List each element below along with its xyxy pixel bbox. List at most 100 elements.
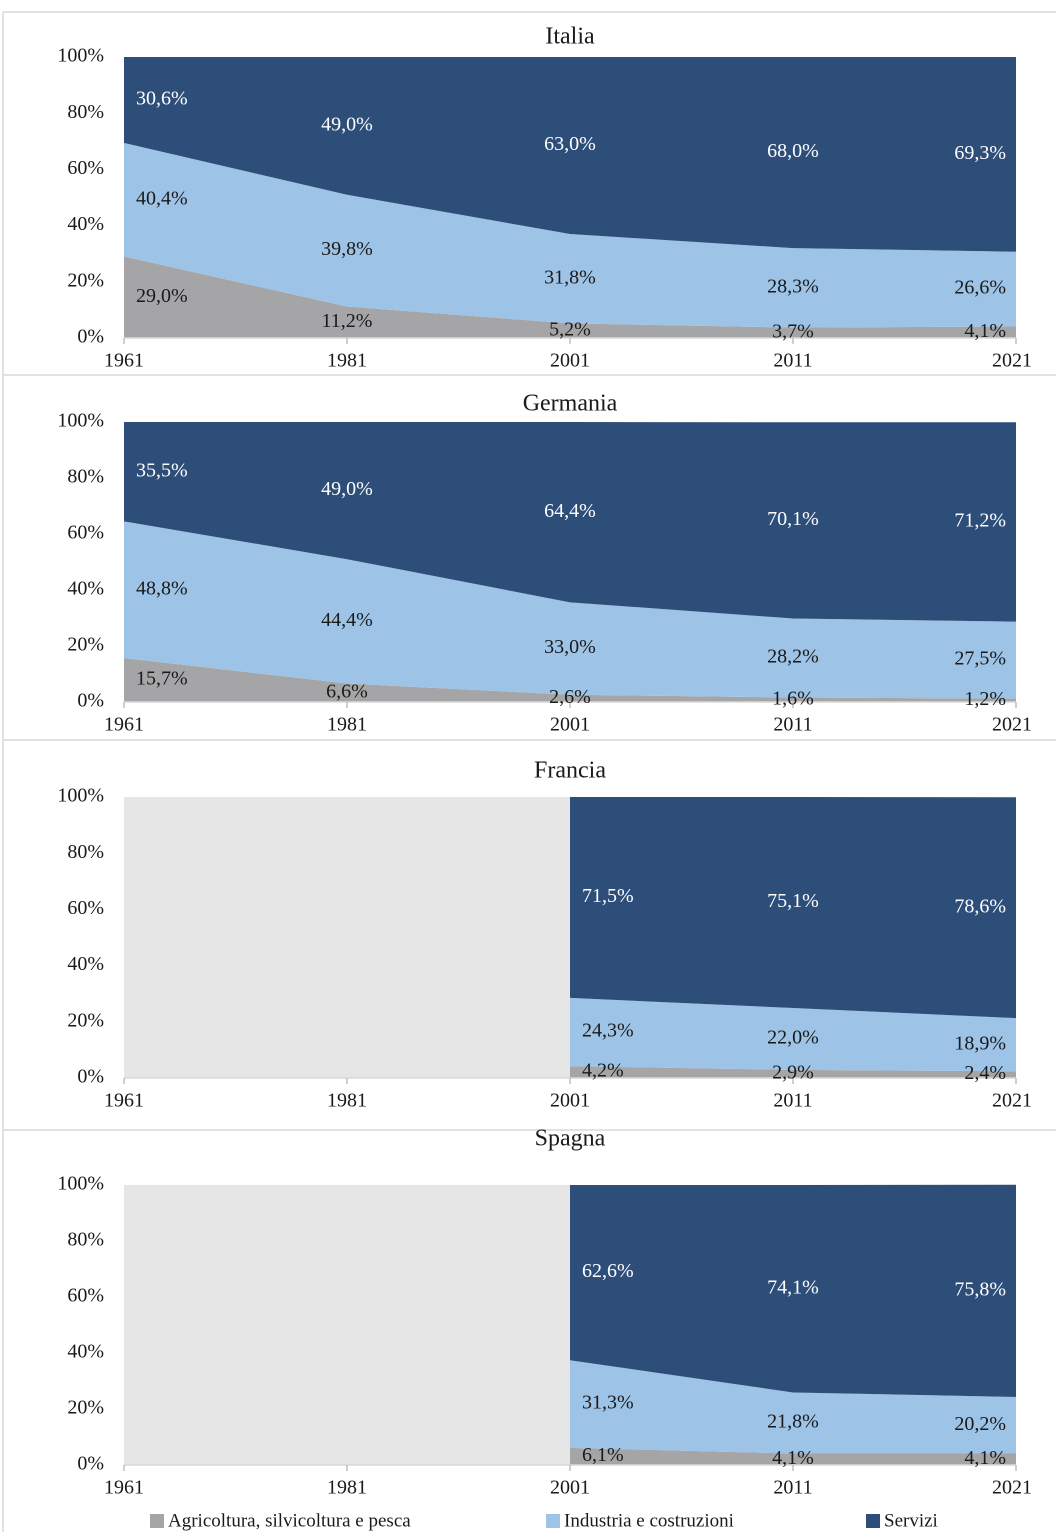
- value-label: 39,8%: [321, 238, 373, 260]
- value-label: 49,0%: [321, 478, 373, 500]
- x-tick-label: 1981: [327, 1090, 367, 1112]
- legend-label: Servizi: [884, 1510, 938, 1531]
- x-tick-label: 2001: [550, 714, 590, 736]
- x-tick-label: 2001: [550, 1090, 590, 1112]
- value-label: 62,6%: [582, 1260, 634, 1282]
- area-0: [570, 1447, 1016, 1465]
- value-label: 70,1%: [767, 508, 819, 530]
- y-tick-label: 20%: [67, 269, 104, 291]
- y-tick-label: 0%: [77, 326, 104, 348]
- x-tick-label: 2011: [773, 350, 812, 372]
- x-tick-label: 1981: [327, 350, 367, 372]
- x-tick-label: 2001: [550, 350, 590, 372]
- y-tick-label: 100%: [57, 1173, 104, 1195]
- value-label: 6,1%: [582, 1444, 624, 1466]
- area-0: [124, 658, 1016, 702]
- value-label: 1,6%: [772, 687, 814, 709]
- y-tick-label: 60%: [67, 1285, 104, 1307]
- y-tick-label: 0%: [77, 1453, 104, 1475]
- value-label: 1,2%: [964, 688, 1006, 710]
- x-tick-label: 2011: [773, 714, 812, 736]
- y-tick-label: 60%: [67, 157, 104, 179]
- value-label: 24,3%: [582, 1020, 634, 1042]
- value-label: 44,4%: [321, 609, 373, 631]
- area-1: [124, 142, 1016, 328]
- y-tick-label: 80%: [67, 466, 104, 488]
- value-label: 48,8%: [136, 577, 188, 599]
- y-tick-label: 100%: [57, 785, 104, 807]
- value-label: 4,1%: [964, 1447, 1006, 1469]
- area-2: [570, 1184, 1016, 1397]
- value-label: 49,0%: [321, 113, 373, 135]
- value-label: 74,1%: [767, 1276, 819, 1298]
- area-1: [570, 1360, 1016, 1454]
- value-label: 33,0%: [544, 636, 596, 658]
- panel-borders: [2, 11, 1056, 1532]
- area-2: [570, 797, 1016, 1019]
- value-label: 15,7%: [136, 668, 188, 690]
- area-2: [124, 422, 1016, 622]
- y-tick-label: 80%: [67, 841, 104, 863]
- chart-title: Spagna: [535, 1126, 606, 1152]
- value-label: 31,8%: [544, 266, 596, 288]
- y-tick-label: 60%: [67, 897, 104, 919]
- legend-swatch: [546, 1514, 560, 1528]
- x-tick-label: 2011: [773, 1477, 812, 1499]
- no-data-area: [124, 797, 570, 1078]
- value-label: 3,7%: [772, 320, 814, 342]
- x-tick-label: 1961: [104, 1477, 144, 1499]
- value-label: 4,1%: [772, 1447, 814, 1469]
- legend-swatch: [150, 1514, 164, 1528]
- value-label: 4,2%: [582, 1060, 624, 1082]
- x-tick-label: 2021: [992, 714, 1032, 736]
- x-tick-label: 1961: [104, 350, 144, 372]
- value-label: 20,2%: [954, 1413, 1006, 1435]
- no-data-area: [124, 1185, 570, 1465]
- value-label: 22,0%: [767, 1027, 819, 1049]
- value-label: 35,5%: [136, 459, 188, 481]
- value-label: 4,1%: [964, 320, 1006, 342]
- value-label: 71,5%: [582, 885, 634, 907]
- value-label: 75,1%: [767, 890, 819, 912]
- legend-label: Industria e costruzioni: [564, 1510, 734, 1531]
- value-label: 69,3%: [954, 142, 1006, 164]
- area-1: [124, 521, 1016, 699]
- y-tick-label: 80%: [67, 1229, 104, 1251]
- chart-title: Germania: [523, 391, 618, 417]
- value-label: 2,9%: [772, 1062, 814, 1084]
- value-label: 11,2%: [322, 310, 373, 332]
- x-tick-label: 2021: [992, 1477, 1032, 1499]
- area-2: [124, 57, 1016, 252]
- y-tick-label: 0%: [77, 1066, 104, 1088]
- value-label: 27,5%: [954, 648, 1006, 670]
- value-label: 2,4%: [964, 1062, 1006, 1084]
- area-0: [570, 1066, 1016, 1078]
- x-tick-label: 1981: [327, 1477, 367, 1499]
- value-label: 63,0%: [544, 133, 596, 155]
- area-0: [124, 256, 1016, 338]
- value-label: 75,8%: [954, 1278, 1006, 1300]
- y-tick-label: 80%: [67, 101, 104, 123]
- x-tick-label: 2011: [773, 1090, 812, 1112]
- value-label: 64,4%: [544, 500, 596, 522]
- value-label: 29,0%: [136, 285, 188, 307]
- value-label: 30,6%: [136, 88, 188, 110]
- x-tick-label: 1961: [104, 1090, 144, 1112]
- value-label: 18,9%: [954, 1032, 1006, 1054]
- y-tick-label: 20%: [67, 634, 104, 656]
- value-label: 78,6%: [954, 895, 1006, 917]
- y-tick-label: 40%: [67, 1341, 104, 1363]
- y-tick-label: 20%: [67, 1009, 104, 1031]
- y-tick-label: 40%: [67, 578, 104, 600]
- x-tick-label: 2021: [992, 1090, 1032, 1112]
- value-label: 31,3%: [582, 1392, 634, 1414]
- value-label: 28,3%: [767, 275, 819, 297]
- value-label: 71,2%: [954, 510, 1006, 532]
- y-tick-label: 100%: [57, 45, 104, 67]
- value-label: 28,2%: [767, 646, 819, 668]
- y-tick-label: 100%: [57, 410, 104, 432]
- x-tick-label: 2001: [550, 1477, 590, 1499]
- chart-title: Francia: [534, 758, 606, 784]
- y-tick-label: 40%: [67, 213, 104, 235]
